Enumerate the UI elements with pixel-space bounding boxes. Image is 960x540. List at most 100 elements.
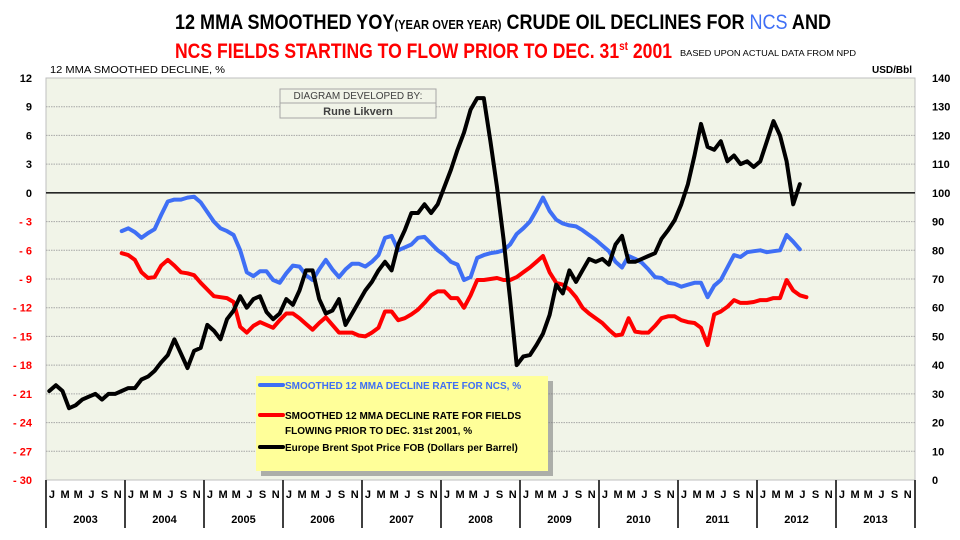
right-tick-label: 130 (932, 102, 950, 114)
month-label: M (785, 489, 794, 501)
left-tick-label: - 21 (13, 389, 32, 401)
right-tick-label: 10 (932, 446, 944, 458)
year-label: 2012 (784, 514, 808, 526)
month-label: J (760, 489, 766, 501)
month-label: S (180, 489, 187, 501)
year-label: 2004 (152, 514, 177, 526)
year-label: 2013 (863, 514, 887, 526)
month-label: J (286, 489, 292, 501)
month-label: M (311, 489, 320, 501)
month-label: J (246, 489, 252, 501)
year-label: 2005 (231, 514, 255, 526)
month-label: M (706, 489, 715, 501)
month-label: J (602, 489, 608, 501)
legend: SMOOTHED 12 MMA DECLINE RATE FOR NCS, % … (256, 376, 553, 476)
month-label: J (207, 489, 213, 501)
year-label: 2009 (547, 514, 571, 526)
month-label: M (153, 489, 162, 501)
month-label: N (746, 489, 754, 501)
right-tick-label: 20 (932, 418, 944, 430)
month-label: J (523, 489, 529, 501)
left-tick-label: - 27 (13, 446, 32, 458)
year-label: 2008 (468, 514, 492, 526)
month-label: J (444, 489, 450, 501)
month-label: J (799, 489, 805, 501)
month-label: J (49, 489, 55, 501)
right-tick-label: 100 (932, 188, 950, 200)
month-label: M (456, 489, 465, 501)
right-tick-label: 120 (932, 130, 950, 142)
month-label: M (535, 489, 544, 501)
month-label: S (496, 489, 503, 501)
left-tick-label: - 6 (19, 245, 32, 257)
month-label: N (667, 489, 675, 501)
right-tick-label: 80 (932, 245, 944, 257)
month-label: S (812, 489, 819, 501)
right-axis-title: USD/Bbl (872, 65, 912, 76)
month-label: N (272, 489, 280, 501)
month-label: J (167, 489, 173, 501)
credit-box: DIAGRAM DEVELOPED BY: Rune Likvern (279, 88, 437, 119)
right-tick-label: 90 (932, 217, 944, 229)
credit-author: Rune Likvern (323, 106, 393, 118)
right-tick-label: 0 (932, 475, 938, 487)
month-label: J (641, 489, 647, 501)
month-label: M (548, 489, 557, 501)
source-note: BASED UPON ACTUAL DATA FROM NPD (680, 49, 856, 58)
month-label: J (839, 489, 845, 501)
left-tick-label: - 12 (13, 303, 32, 315)
month-label: N (509, 489, 517, 501)
month-label: M (61, 489, 70, 501)
year-label: 2010 (626, 514, 650, 526)
month-label: M (864, 489, 873, 501)
legend-label-fields-line1: SMOOTHED 12 MMA DECLINE RATE FOR FIELDS (285, 411, 521, 422)
year-label: 2007 (389, 514, 413, 526)
month-label: M (469, 489, 478, 501)
month-label: J (325, 489, 331, 501)
month-label: S (733, 489, 740, 501)
month-label: M (232, 489, 241, 501)
month-label: M (693, 489, 702, 501)
month-label: N (114, 489, 122, 501)
legend-label-brent: Europe Brent Spot Price FOB (Dollars per… (285, 443, 518, 454)
month-label: J (404, 489, 410, 501)
month-label: J (365, 489, 371, 501)
month-label: S (417, 489, 424, 501)
left-tick-label: 3 (26, 159, 32, 171)
month-label: S (101, 489, 108, 501)
right-tick-label: 70 (932, 274, 944, 286)
month-label: J (720, 489, 726, 501)
right-tick-label: 40 (932, 360, 944, 372)
month-label: N (825, 489, 833, 501)
month-label: N (351, 489, 359, 501)
left-tick-label: 6 (26, 130, 32, 142)
year-label: 2011 (706, 514, 730, 526)
month-label: N (588, 489, 596, 501)
month-label: N (193, 489, 201, 501)
right-tick-label: 50 (932, 331, 944, 343)
month-label: M (140, 489, 149, 501)
left-tick-label: - 15 (13, 331, 32, 343)
month-label: M (377, 489, 386, 501)
month-label: S (891, 489, 898, 501)
month-label: N (430, 489, 438, 501)
month-label: N (904, 489, 912, 501)
month-label: S (575, 489, 582, 501)
right-tick-label: 60 (932, 303, 944, 315)
month-label: M (614, 489, 623, 501)
left-tick-label: 12 (20, 73, 32, 85)
month-label: M (627, 489, 636, 501)
right-tick-label: 140 (932, 73, 950, 85)
left-axis-title: 12 MMA SMOOTHED DECLINE, % (50, 65, 225, 76)
left-tick-label: - 24 (13, 418, 33, 430)
month-label: S (338, 489, 345, 501)
month-label: S (259, 489, 266, 501)
month-label: M (74, 489, 83, 501)
month-label: J (878, 489, 884, 501)
left-axis-ticks: 12 9 6 3 0 - 3 - 6 - 9 - 12 - 15 - 18 - 21 - 24 - 27 -… (13, 73, 33, 487)
series-lines (47, 96, 809, 411)
chart-title-line1: 12 MMA SMOOTHED YOY(YEAR OVER YEAR) CRUD… (175, 11, 831, 34)
